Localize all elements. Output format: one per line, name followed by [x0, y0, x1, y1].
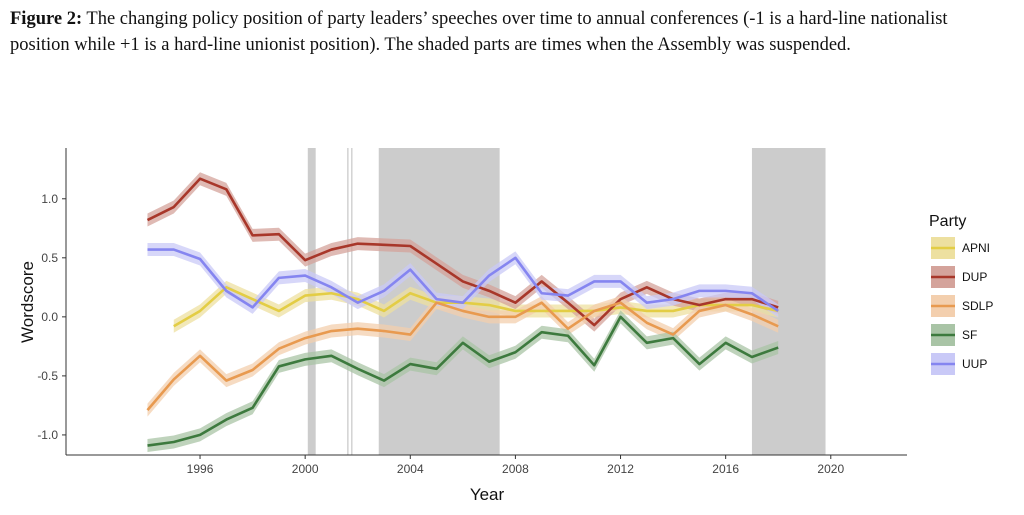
legend-label-dup: DUP — [962, 270, 987, 284]
y-axis-ticks: -1.0 -0.5 0.0 0.5 1.0 — [37, 192, 66, 442]
series-line-apni — [173, 286, 779, 328]
figure-caption: Figure 2: The changing policy position o… — [10, 6, 1010, 58]
y-tick-label-3: 0.5 — [41, 251, 58, 265]
x-axis-title: Year — [470, 485, 505, 504]
legend-label-sf: SF — [962, 328, 977, 342]
x-axis-ticks: 1996 2000 2004 2008 2012 2016 2020 — [187, 455, 844, 476]
y-tick-label-2: 0.0 — [41, 310, 58, 324]
x-tick-label-2008: 2008 — [502, 462, 529, 476]
caption-label: Figure 2: — [10, 9, 83, 29]
x-tick-label-2000: 2000 — [292, 462, 319, 476]
band-sf — [147, 310, 779, 453]
x-tick-label-2004: 2004 — [397, 462, 424, 476]
legend: Party APNI DUP SDLP SF UUP — [929, 213, 993, 375]
legend-label-sdlp: SDLP — [962, 299, 993, 313]
caption-text: The changing policy position of party le… — [10, 9, 948, 55]
series-line-sdlp — [146, 301, 779, 411]
y-tick-label-4: 1.0 — [41, 192, 58, 206]
x-tick-label-2016: 2016 — [712, 462, 739, 476]
legend-title: Party — [929, 213, 966, 230]
x-tick-label-1996: 1996 — [187, 462, 214, 476]
x-tick-label-2020: 2020 — [817, 462, 844, 476]
legend-label-uup: UUP — [962, 357, 987, 371]
legend-label-apni: APNI — [962, 241, 990, 255]
band-dup — [147, 172, 779, 332]
series-line-uup — [147, 248, 779, 313]
x-tick-label-2012: 2012 — [607, 462, 634, 476]
series-lines — [146, 177, 779, 447]
y-tick-label-0: -1.0 — [37, 428, 58, 442]
y-axis-title: Wordscore — [18, 261, 37, 343]
y-tick-label-1: -0.5 — [37, 369, 58, 383]
series-line-sf — [147, 315, 779, 447]
